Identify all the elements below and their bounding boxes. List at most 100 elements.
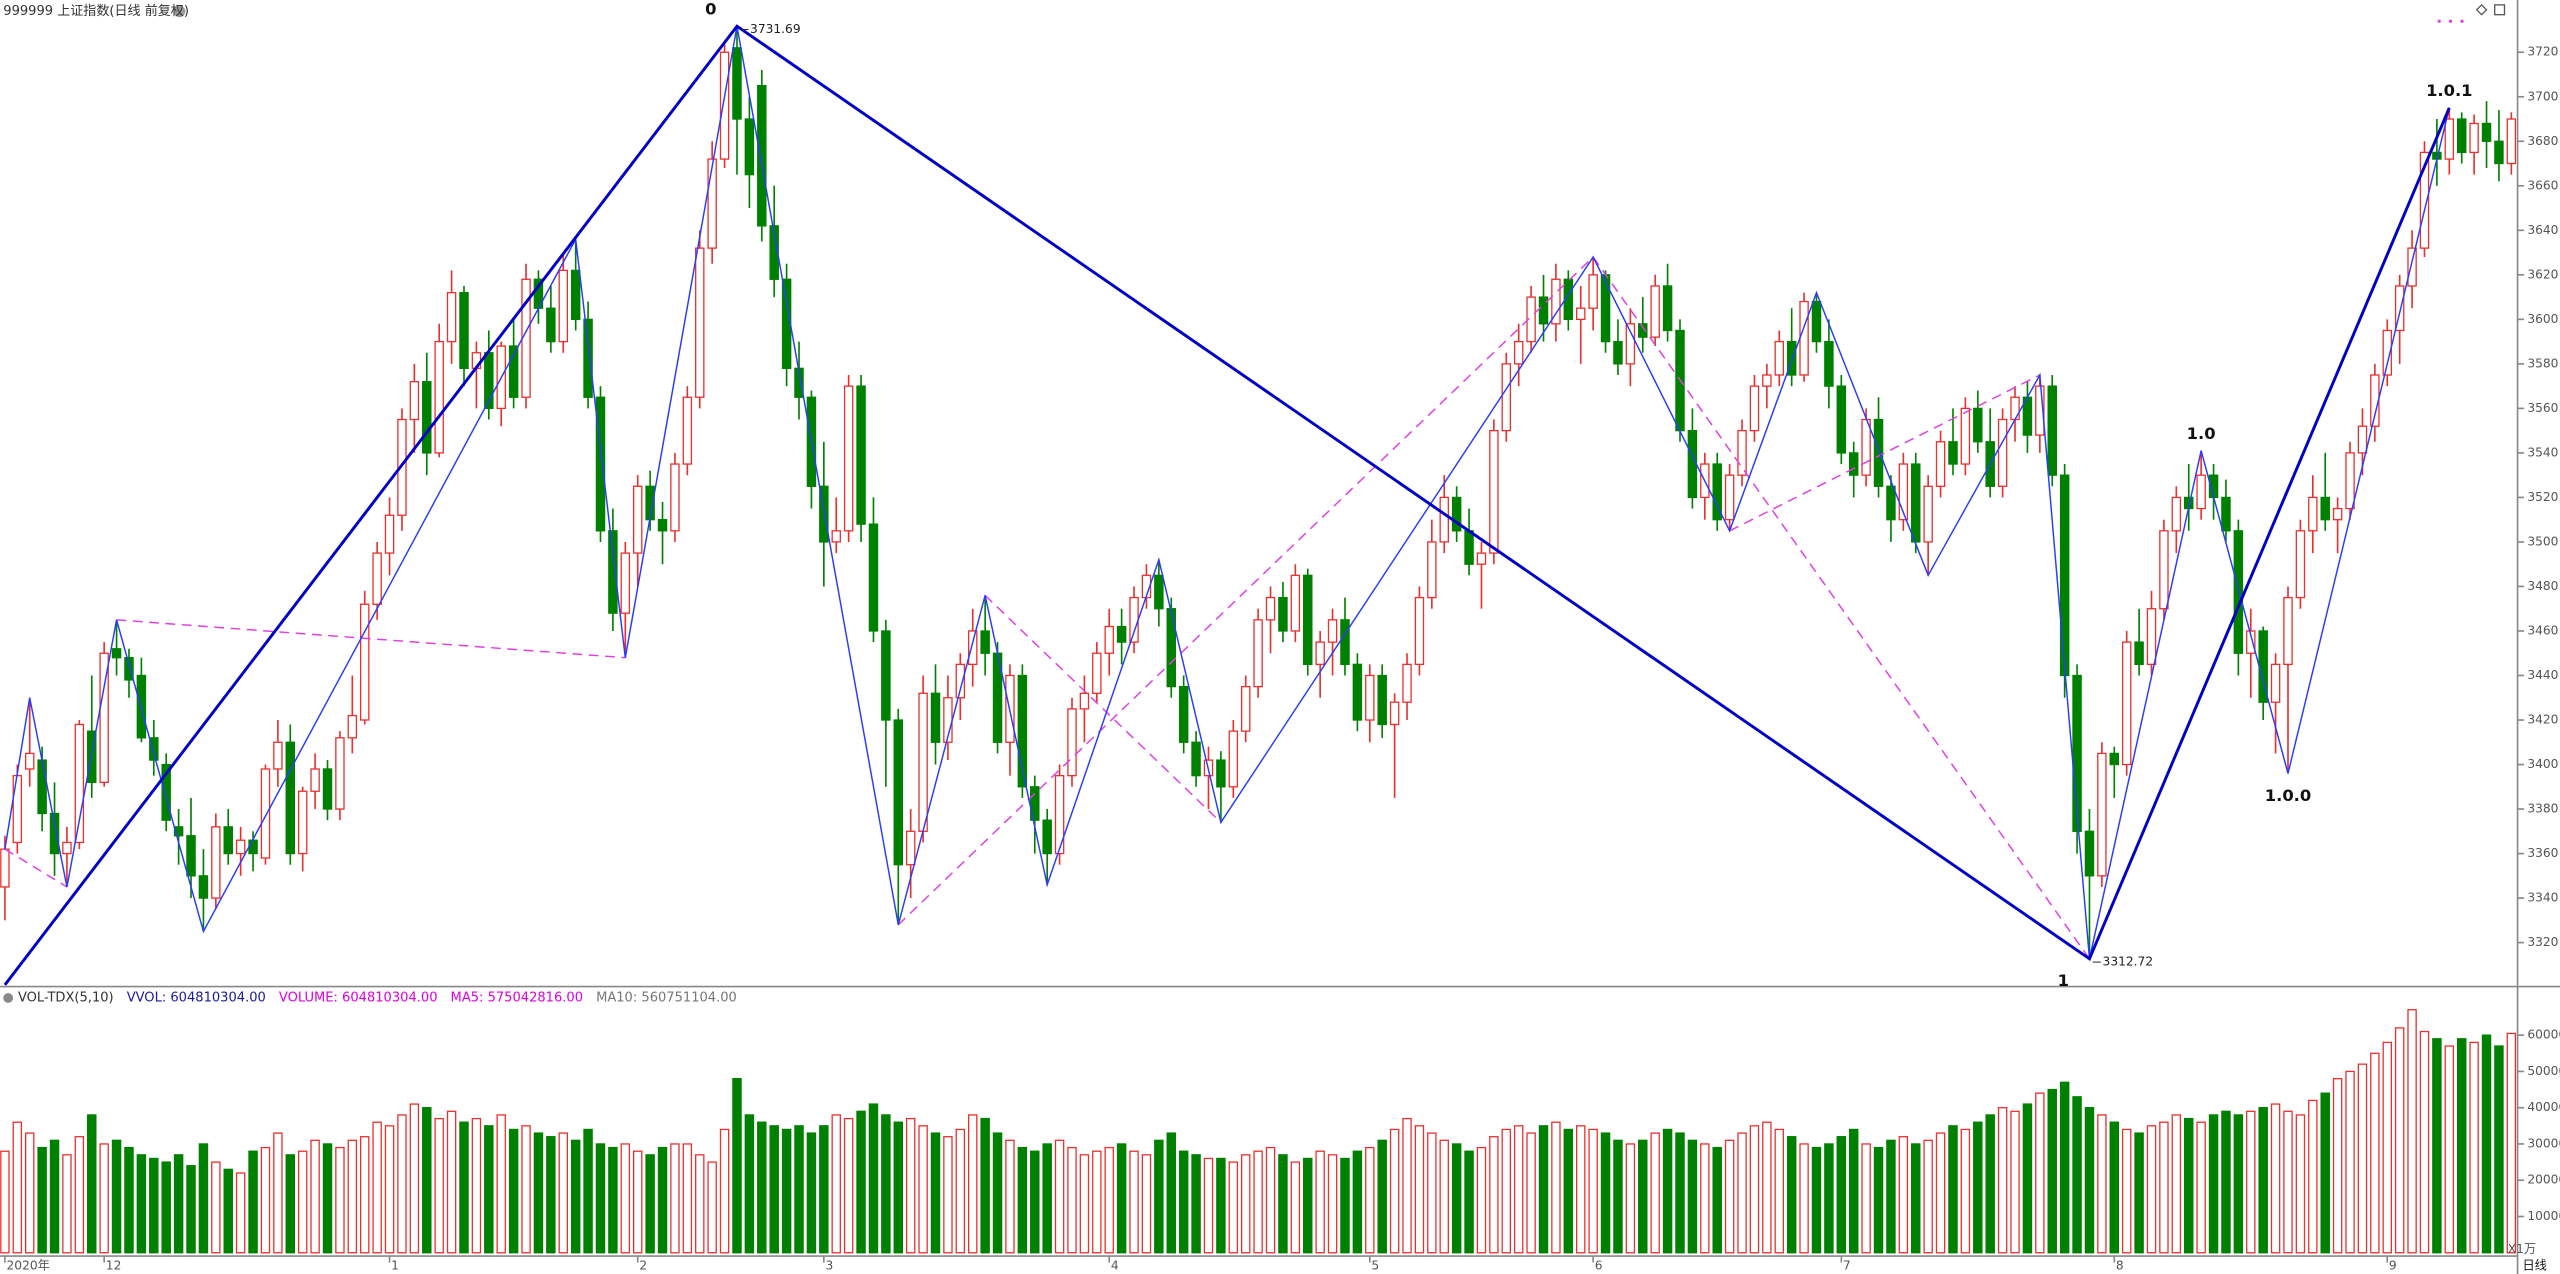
candle-body bbox=[583, 318, 593, 398]
dashed-line bbox=[897, 256, 1594, 926]
volume-bar bbox=[2146, 1125, 2157, 1254]
volume-bar bbox=[2357, 1063, 2368, 1254]
candle-body bbox=[1451, 496, 1462, 532]
volume-bar bbox=[124, 1146, 134, 1254]
chart-title: 999999 上证指数(日线 前复权) bbox=[3, 3, 189, 19]
candle-body bbox=[1749, 385, 1760, 432]
candle-body bbox=[1315, 641, 1325, 666]
volume-bar bbox=[1340, 1157, 1350, 1254]
volume-bar bbox=[359, 1136, 370, 1254]
candle-body bbox=[1873, 418, 1884, 487]
candle-body bbox=[2221, 496, 2231, 532]
volume-bar bbox=[248, 1150, 258, 1254]
volume-bar bbox=[769, 1125, 779, 1254]
y-tick-label: 3360 bbox=[2527, 846, 2558, 860]
volume-bar bbox=[1700, 1143, 1710, 1254]
volume-bar bbox=[446, 1110, 457, 1254]
candle-body bbox=[1836, 385, 1847, 454]
legend-entry: VVOL: 604810304.00 bbox=[127, 990, 266, 1005]
candle-body bbox=[1737, 429, 1747, 476]
y-tick-label: 3340 bbox=[2527, 891, 2558, 905]
candle-body bbox=[1389, 701, 1400, 726]
candle-body bbox=[260, 768, 271, 859]
volume-bar bbox=[397, 1114, 407, 1254]
volume-bar bbox=[2481, 1034, 2492, 1254]
candle-body bbox=[955, 663, 966, 699]
candle-body bbox=[1067, 708, 1077, 777]
candle-body bbox=[2357, 425, 2368, 454]
volume-bar bbox=[546, 1136, 556, 1254]
candle-body bbox=[37, 759, 47, 815]
volume-bar bbox=[2246, 1110, 2256, 1254]
window-icon[interactable] bbox=[2494, 4, 2506, 16]
volume-bar bbox=[409, 1103, 420, 1254]
candle-body bbox=[2121, 641, 2132, 766]
volume-bar bbox=[2308, 1099, 2318, 1254]
volume-bar bbox=[1092, 1150, 1102, 1254]
candle-body bbox=[757, 84, 767, 227]
candle-body bbox=[310, 768, 320, 792]
x-tick-label: 5 bbox=[1371, 1258, 1379, 1272]
volume-bar bbox=[2059, 1081, 2070, 1254]
volume-bar bbox=[558, 1132, 568, 1254]
candle-body bbox=[2407, 247, 2417, 287]
y-tick-label: 50000 bbox=[2527, 1064, 2560, 1078]
volume-bar bbox=[893, 1121, 904, 1254]
candle-body bbox=[1774, 340, 1785, 376]
trend-line bbox=[3, 24, 2451, 986]
volume-bar bbox=[657, 1146, 668, 1254]
candle-body bbox=[2481, 122, 2492, 142]
volume-bar bbox=[819, 1125, 829, 1254]
dashed-line bbox=[1592, 256, 2091, 960]
y-tick-label: 3620 bbox=[2527, 267, 2558, 281]
candle-body bbox=[893, 719, 904, 866]
candle-body bbox=[397, 418, 407, 516]
candle-body bbox=[446, 291, 457, 343]
volume-bar bbox=[2047, 1088, 2057, 1254]
candle-body bbox=[1030, 786, 1040, 821]
volume-bar bbox=[37, 1146, 47, 1254]
candle-body bbox=[49, 812, 60, 855]
candle-body bbox=[1278, 596, 1288, 632]
legend-entry: VOLUME: 604810304.00 bbox=[279, 990, 438, 1005]
volume-bar bbox=[1873, 1146, 1884, 1254]
candle-body bbox=[1687, 429, 1698, 499]
volume-bar bbox=[1154, 1139, 1164, 1254]
volume-bar bbox=[2072, 1096, 2082, 1254]
volume-bar bbox=[2407, 1009, 2417, 1254]
price-label: 3312.72 bbox=[2103, 955, 2154, 969]
candle-body bbox=[1824, 340, 1834, 387]
wave-label: 0 bbox=[705, 0, 716, 18]
candle-body bbox=[632, 485, 643, 554]
volume-bar bbox=[2233, 1114, 2244, 1254]
volume-bar bbox=[2258, 1107, 2268, 1254]
dashed-line bbox=[984, 594, 1222, 823]
candle-body bbox=[297, 790, 308, 855]
volume-bar bbox=[1886, 1139, 1896, 1254]
candle-body bbox=[546, 307, 556, 343]
pane-icon[interactable] bbox=[3, 993, 14, 1003]
candle-body bbox=[434, 340, 444, 454]
volume-bar bbox=[2183, 1117, 2194, 1254]
volume-bar bbox=[1253, 1150, 1263, 1254]
volume-bar bbox=[2320, 1092, 2330, 1254]
candle-body bbox=[211, 826, 221, 899]
volume-bar bbox=[273, 1132, 283, 1254]
candle-body bbox=[2134, 641, 2144, 666]
volume-bar bbox=[992, 1132, 1003, 1254]
candle-body bbox=[1898, 463, 1909, 521]
diamond-icon[interactable] bbox=[2475, 3, 2488, 16]
settings-icon[interactable] bbox=[173, 5, 186, 18]
y-tick-label: 3540 bbox=[2527, 445, 2558, 459]
volume-bar bbox=[2370, 1052, 2380, 1254]
candle-body bbox=[1662, 285, 1673, 332]
volume-bar bbox=[1005, 1139, 1015, 1254]
volume-bar bbox=[2109, 1121, 2120, 1254]
candle-body bbox=[508, 345, 519, 398]
volume-bar bbox=[806, 1132, 817, 1254]
y-tick-label: 3400 bbox=[2527, 757, 2558, 771]
volume-bar bbox=[1116, 1143, 1127, 1254]
candle-body bbox=[2419, 151, 2430, 249]
volume-bar bbox=[1240, 1154, 1251, 1254]
candle-body bbox=[2444, 118, 2455, 160]
